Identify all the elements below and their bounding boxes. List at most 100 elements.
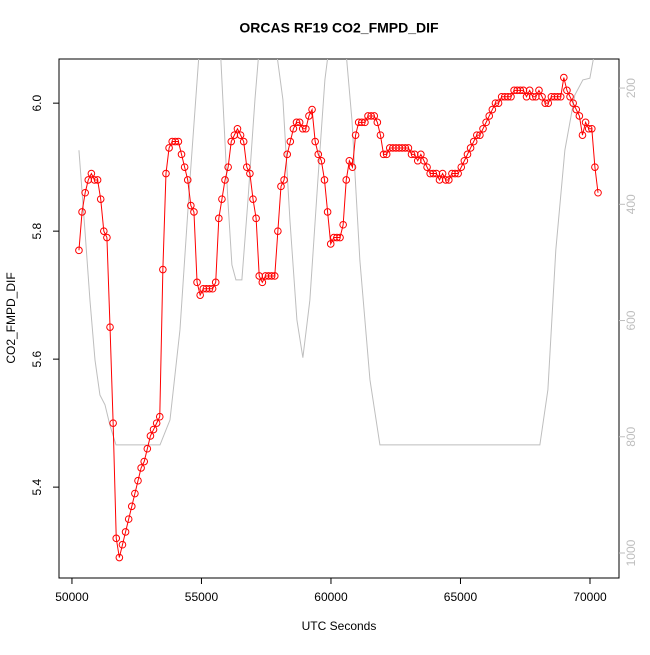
y-tick-label: 5.4 bbox=[30, 478, 44, 495]
data-point bbox=[333, 233, 341, 242]
data-point bbox=[407, 150, 416, 159]
data-point bbox=[572, 105, 581, 114]
x-tick-label: 55000 bbox=[185, 590, 219, 604]
data-point bbox=[143, 444, 152, 453]
data-point bbox=[258, 278, 267, 287]
data-point bbox=[286, 137, 295, 146]
data-point bbox=[320, 176, 329, 184]
data-point bbox=[112, 534, 121, 543]
data-point bbox=[420, 156, 428, 165]
data-point bbox=[218, 195, 226, 203]
data-point bbox=[249, 195, 257, 203]
data-point bbox=[463, 150, 472, 159]
data-point bbox=[236, 131, 245, 139]
x-axis-label: UTC Seconds bbox=[302, 619, 377, 633]
data-point bbox=[233, 124, 242, 133]
data-point bbox=[317, 156, 326, 165]
data-point bbox=[348, 163, 357, 171]
data-point bbox=[152, 419, 161, 427]
data-point bbox=[308, 105, 316, 114]
data-point bbox=[177, 150, 186, 159]
data-point bbox=[274, 227, 282, 235]
data-point bbox=[563, 86, 571, 95]
data-point bbox=[556, 92, 565, 101]
y2-tick-label: 800 bbox=[624, 426, 638, 446]
data-point bbox=[242, 163, 251, 171]
data-point bbox=[100, 227, 108, 235]
data-point bbox=[479, 124, 487, 133]
data-point bbox=[441, 176, 450, 184]
data-point bbox=[93, 176, 102, 184]
data-point bbox=[270, 272, 279, 280]
data-point bbox=[224, 163, 232, 171]
data-point bbox=[345, 156, 354, 165]
data-point bbox=[246, 169, 254, 178]
data-point bbox=[454, 169, 462, 178]
plot-frame bbox=[58, 58, 620, 579]
data-point bbox=[171, 137, 180, 146]
data-point bbox=[134, 476, 142, 485]
data-point bbox=[124, 515, 133, 523]
x-tick-label: 50000 bbox=[55, 590, 89, 604]
y2-tick-label: 200 bbox=[624, 78, 638, 98]
data-point bbox=[566, 92, 574, 101]
data-point bbox=[584, 124, 593, 133]
data-point bbox=[516, 86, 525, 95]
data-point bbox=[342, 176, 351, 184]
data-point bbox=[267, 272, 276, 280]
data-point bbox=[494, 99, 503, 107]
data-point bbox=[326, 240, 335, 248]
data-point bbox=[78, 208, 86, 216]
data-point bbox=[193, 278, 201, 287]
plot-area bbox=[75, 59, 602, 562]
data-point bbox=[211, 278, 220, 287]
data-point bbox=[183, 176, 192, 184]
data-point bbox=[538, 92, 546, 101]
data-point bbox=[588, 124, 596, 133]
data-point bbox=[118, 540, 127, 549]
data-point bbox=[376, 131, 385, 139]
data-point bbox=[370, 112, 379, 120]
data-point bbox=[131, 489, 139, 498]
data-point bbox=[140, 457, 149, 466]
data-point bbox=[187, 201, 195, 210]
data-point bbox=[90, 176, 99, 184]
data-point bbox=[472, 131, 481, 139]
y2-tick-label: 400 bbox=[624, 194, 638, 214]
data-point bbox=[525, 86, 534, 95]
data-point bbox=[339, 220, 347, 229]
data-point bbox=[302, 124, 310, 133]
data-point bbox=[96, 195, 105, 203]
data-point bbox=[180, 163, 189, 171]
data-point bbox=[215, 214, 223, 223]
data-point bbox=[528, 92, 537, 101]
chart-title: ORCAS RF19 CO2_FMPD_DIF bbox=[239, 20, 439, 36]
data-point bbox=[466, 144, 475, 152]
y2-tick-label: 600 bbox=[624, 310, 638, 330]
data-point bbox=[367, 112, 375, 120]
data-point bbox=[423, 163, 431, 171]
data-point bbox=[429, 169, 438, 178]
data-point bbox=[165, 144, 173, 152]
data-point bbox=[75, 246, 83, 255]
data-point bbox=[162, 169, 170, 178]
data-point bbox=[252, 214, 260, 223]
data-point bbox=[311, 137, 319, 146]
data-point bbox=[155, 412, 164, 421]
data-point bbox=[401, 144, 410, 152]
data-point bbox=[109, 419, 117, 427]
data-point bbox=[280, 176, 288, 184]
data-point bbox=[469, 137, 478, 146]
data-point bbox=[569, 99, 577, 107]
y-tick-label: 5.6 bbox=[30, 350, 44, 367]
data-point bbox=[357, 118, 366, 127]
data-point bbox=[106, 323, 114, 331]
data-point bbox=[174, 137, 183, 146]
data-point bbox=[305, 112, 313, 120]
series-line bbox=[78, 59, 594, 446]
data-point bbox=[121, 528, 130, 536]
y-axis-label: CO2_FMPD_DIF bbox=[4, 272, 18, 363]
data-point bbox=[289, 124, 298, 133]
data-point bbox=[594, 188, 602, 197]
